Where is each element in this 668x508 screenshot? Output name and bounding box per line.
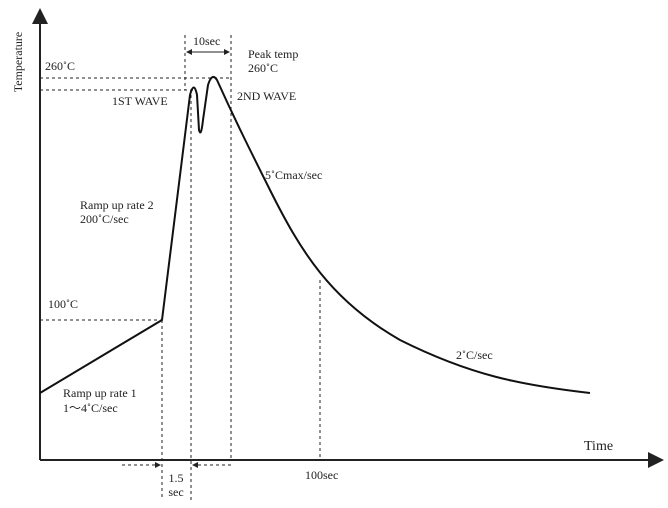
label: 5˚Cmax/sec xyxy=(265,168,322,182)
label: 10sec xyxy=(193,34,220,48)
label: 1ST WAVE xyxy=(112,94,168,108)
guides xyxy=(40,35,321,500)
label: 2ND WAVE xyxy=(237,89,296,103)
y-axis-label: Temperature xyxy=(11,32,25,92)
label: sec xyxy=(168,485,183,499)
label: 100˚C xyxy=(48,297,78,311)
label: 260˚C xyxy=(45,59,75,73)
label: Peak temp xyxy=(248,47,298,61)
label: 100sec xyxy=(305,468,338,482)
profile-curve xyxy=(39,75,591,394)
label: 1～4˚C/sec xyxy=(63,401,118,415)
label: Ramp up rate 1 xyxy=(63,386,137,400)
label: 200˚C/sec xyxy=(80,212,129,226)
x-axis-label: Time xyxy=(584,439,613,454)
label: Ramp up rate 2 xyxy=(80,198,154,212)
label: 1.5 xyxy=(169,471,184,485)
label: 260˚C xyxy=(248,61,278,75)
label: 2˚C/sec xyxy=(456,348,493,362)
